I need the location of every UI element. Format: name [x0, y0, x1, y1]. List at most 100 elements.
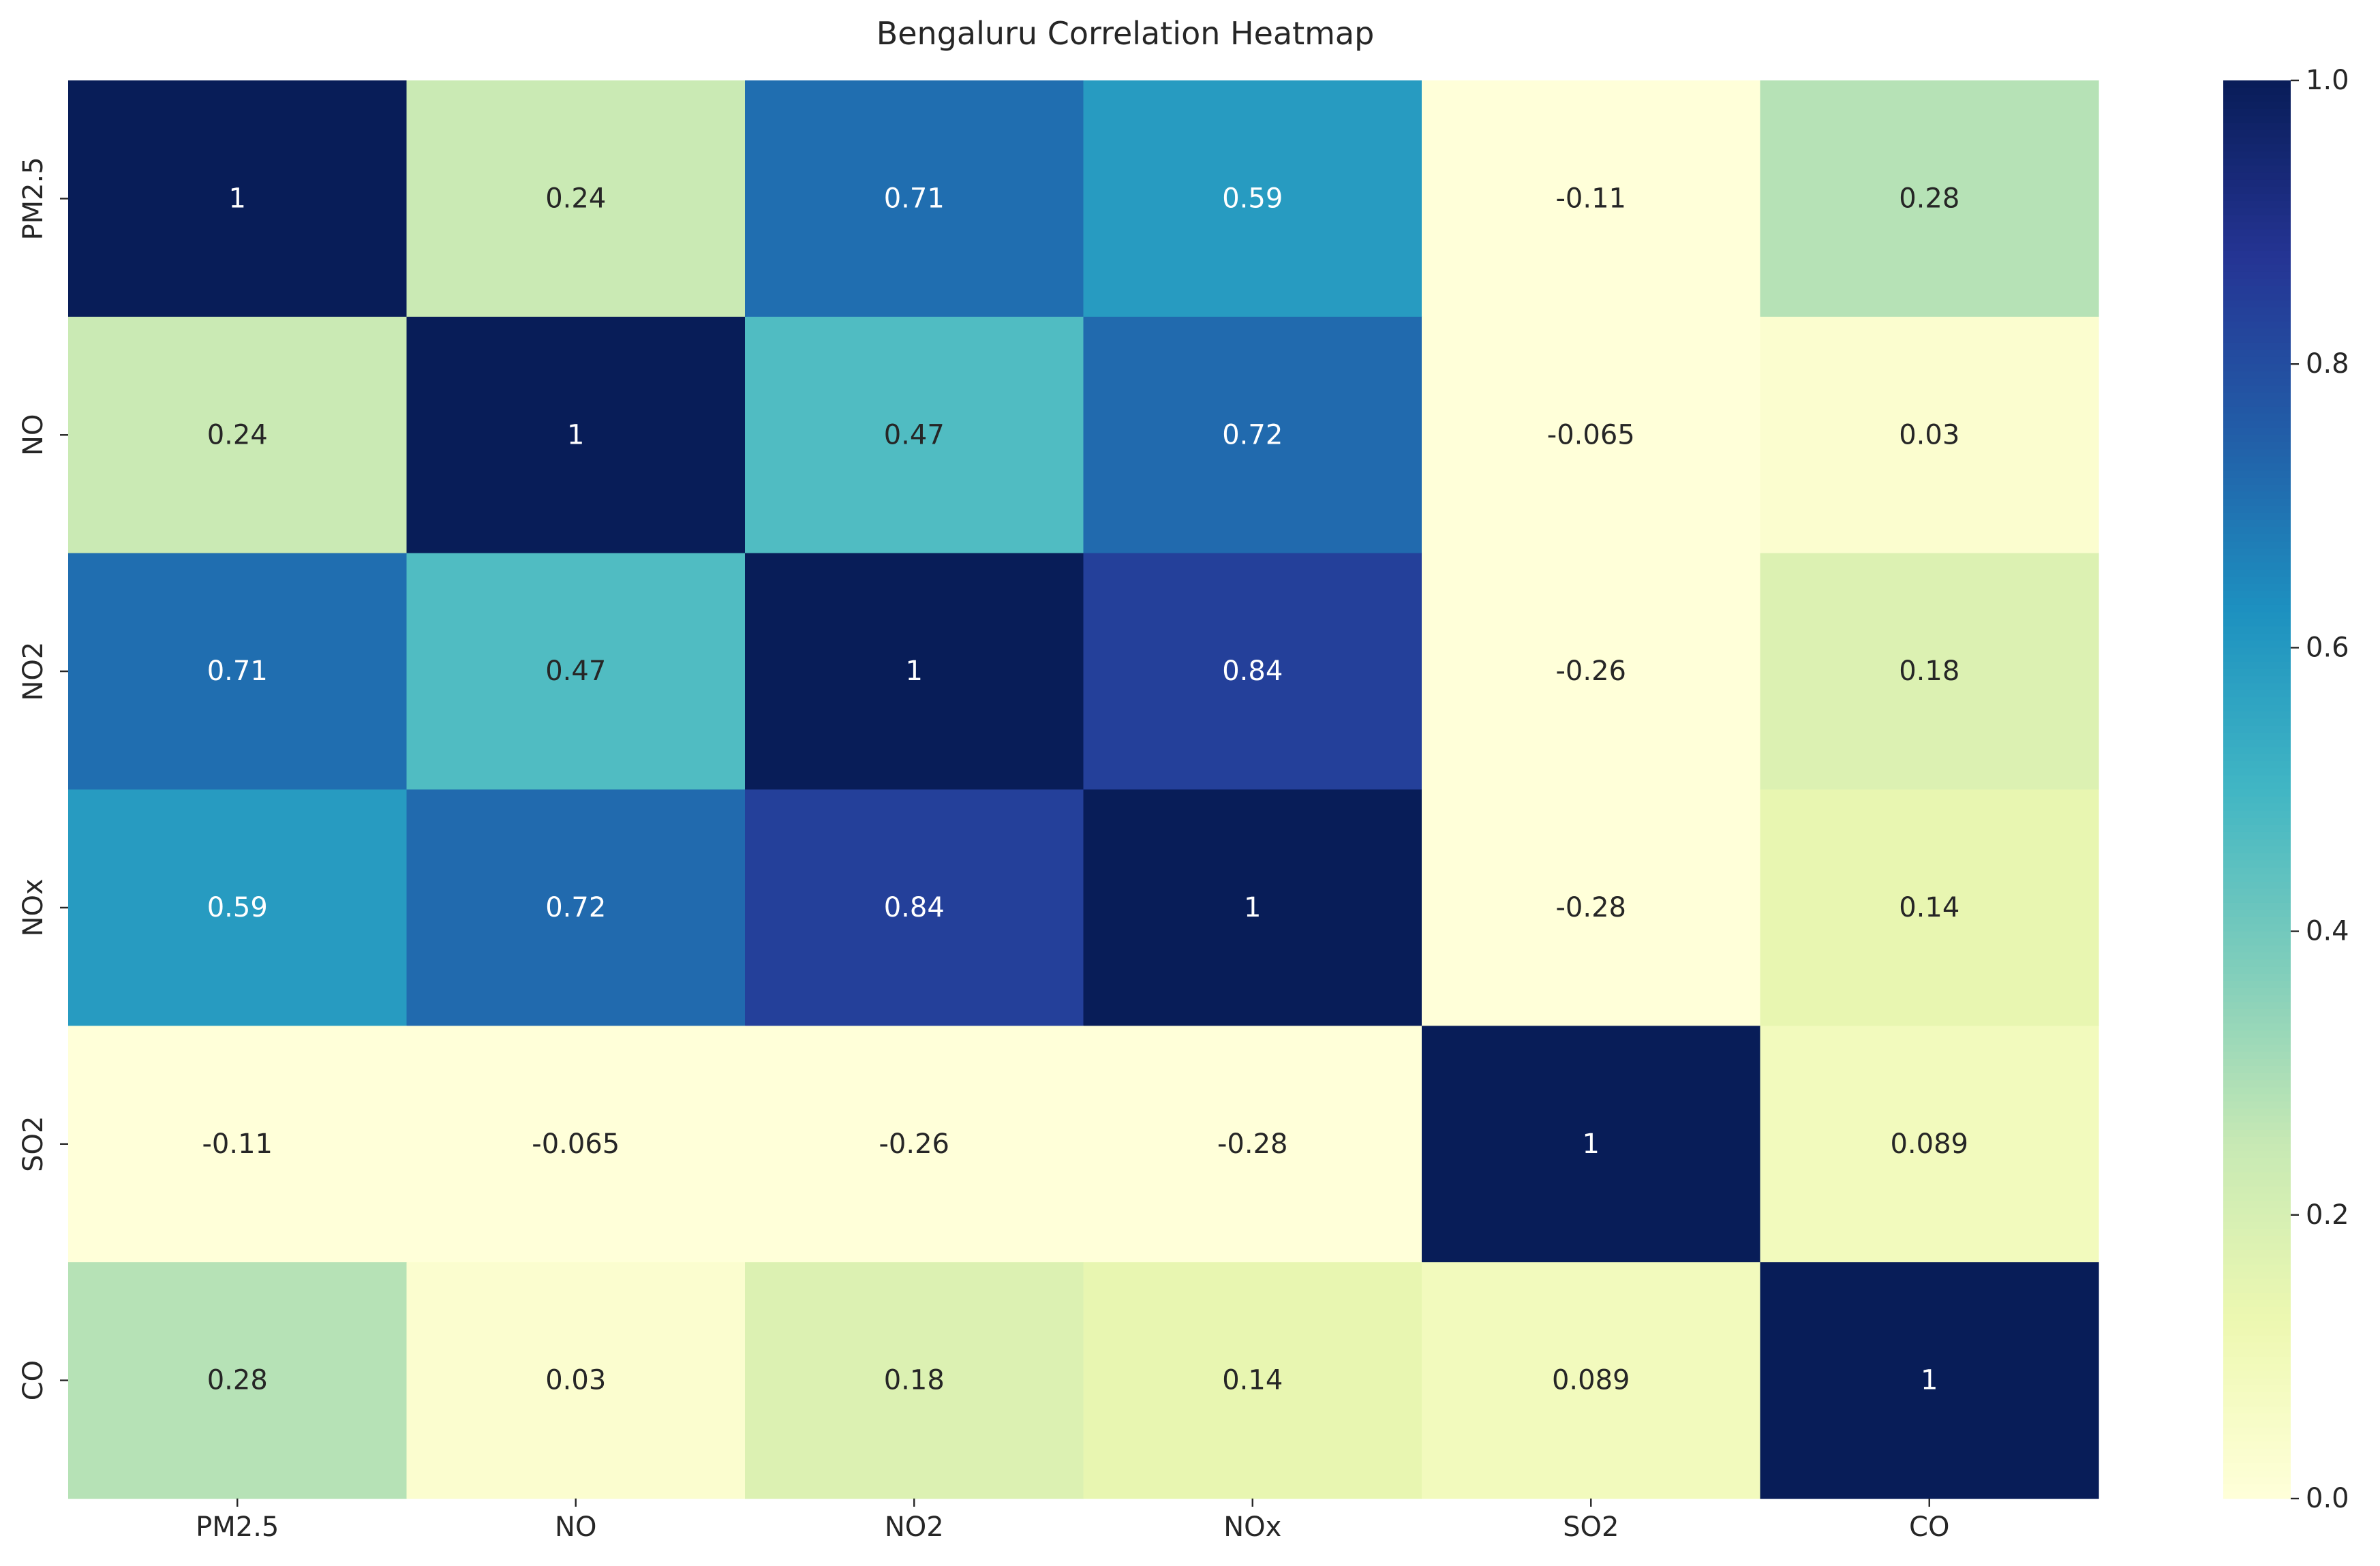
colorbar-segment: [2223, 1370, 2291, 1379]
colorbar-segment: [2223, 512, 2291, 521]
colorbar-segment: [2223, 995, 2291, 1003]
heatmap-cell-r3-c3: [1083, 789, 1422, 1026]
cell-annotation: -0.11: [202, 1129, 273, 1160]
colorbar-segment: [2223, 1264, 2291, 1272]
colorbar-segment: [2223, 917, 2291, 925]
y-tick-label: PM2.5: [18, 157, 49, 240]
colorbar-segment: [2223, 1108, 2291, 1116]
y-tick-label: SO2: [18, 1116, 49, 1172]
cell-annotation: 0.47: [884, 419, 945, 450]
cell-annotation: -0.28: [1556, 892, 1627, 923]
heatmap-annotations: 1 0.24 0.71 0.59 -0.11 0.28 0.24 1 0.47 0.72 -0.06…: [202, 183, 1969, 1396]
heatmap-cell-r2-c1: [406, 553, 746, 790]
colorbar-segment: [2223, 1364, 2291, 1372]
colorbar-segment: [2223, 456, 2291, 464]
colorbar-segment: [2223, 498, 2291, 506]
cell-annotation: 0.84: [1222, 656, 1283, 687]
colorbar-segment: [2223, 293, 2291, 301]
colorbar-segment: [2223, 541, 2291, 549]
colorbar-segment: [2223, 314, 2291, 322]
colorbar-segment: [2223, 1214, 2291, 1223]
colorbar-segment: [2223, 641, 2291, 648]
y-tick-label: NOx: [18, 878, 49, 936]
heatmap-cell-r0-c5: [1760, 80, 2099, 318]
x-tick-label: NO2: [885, 1511, 944, 1543]
heatmap-cell-r1-c0: [68, 316, 408, 554]
x-tick-label: SO2: [1563, 1511, 1619, 1543]
colorbar-segment: [2223, 945, 2291, 953]
cell-annotation: -0.26: [1556, 656, 1627, 687]
colorbar-segment: [2223, 215, 2291, 223]
colorbar-segment: [2223, 187, 2291, 195]
colorbar-segment: [2223, 1208, 2291, 1216]
cell-annotation: 0.18: [1899, 656, 1959, 687]
colorbar-segment: [2223, 243, 2291, 251]
cell-annotation: 0.28: [207, 1365, 268, 1396]
colorbar-segment: [2223, 1051, 2291, 1060]
colorbar-segment: [2223, 555, 2291, 564]
heatmap-cell-r2-c0: [68, 553, 408, 790]
y-tick-label: CO: [18, 1360, 49, 1400]
colorbar-segment: [2223, 1094, 2291, 1102]
colorbar-segment: [2223, 520, 2291, 528]
colorbar-segment: [2223, 1462, 2291, 1471]
cell-annotation: 0.72: [545, 892, 606, 923]
cell-annotation: 0.71: [884, 183, 945, 214]
colorbar-segment: [2223, 902, 2291, 910]
x-tick-label: NOx: [1223, 1511, 1281, 1543]
colorbar-segment: [2223, 470, 2291, 478]
colorbar-segment: [2223, 371, 2291, 379]
colorbar-segment: [2223, 1335, 2291, 1343]
cell-annotation: 0.03: [545, 1365, 606, 1396]
colorbar-segment: [2223, 129, 2291, 138]
colorbar-segment: [2223, 116, 2291, 124]
heatmap-cell-r0-c4: [1422, 80, 1761, 318]
heatmap-cell-r0-c0: [68, 80, 408, 318]
colorbar-segment: [2223, 676, 2291, 684]
colorbar-segment: [2223, 506, 2291, 514]
colorbar-segment: [2223, 335, 2291, 343]
heatmap-cell-r1-c5: [1760, 316, 2099, 554]
colorbar-segment: [2223, 1073, 2291, 1081]
colorbar-segment: [2223, 647, 2291, 656]
heatmap-cells: [68, 80, 2099, 1499]
colorbar-segment: [2223, 406, 2291, 414]
colorbar-segment: [2223, 1165, 2291, 1173]
colorbar-segment: [2223, 803, 2291, 812]
colorbar-segment: [2223, 583, 2291, 592]
colorbar-segment: [2223, 1158, 2291, 1166]
cell-annotation: 0.28: [1899, 183, 1959, 214]
heatmap-cell-r5-c4: [1422, 1262, 1761, 1499]
colorbar-segment: [2223, 810, 2291, 818]
heatmap-cell-r5-c0: [68, 1262, 408, 1499]
colorbar-segment: [2223, 619, 2291, 627]
colorbar-segment: [2223, 846, 2291, 854]
colorbar-segment: [2223, 924, 2291, 932]
colorbar-segment: [2223, 194, 2291, 202]
colorbar-segment: [2223, 654, 2291, 662]
y-tick-label: NO: [18, 414, 49, 456]
colorbar-segment: [2223, 1179, 2291, 1187]
cell-annotation: -0.065: [532, 1129, 620, 1160]
colorbar-segment: [2223, 1002, 2291, 1010]
colorbar-segment: [2223, 1314, 2291, 1322]
colorbar-segment: [2223, 874, 2291, 882]
colorbar-segment: [2223, 102, 2291, 110]
colorbar-segment: [2223, 1116, 2291, 1124]
colorbar-segment: [2223, 548, 2291, 556]
colorbar-segment: [2223, 1045, 2291, 1053]
cell-annotation: 1: [229, 183, 246, 214]
cell-annotation: 1: [1921, 1365, 1938, 1396]
colorbar-segment: [2223, 300, 2291, 308]
colorbar-segment: [2223, 591, 2291, 599]
heatmap-cell-r1-c1: [406, 316, 746, 554]
colorbar-segment: [2223, 789, 2291, 797]
colorbar-segment: [2223, 385, 2291, 393]
colorbar-segment: [2223, 782, 2291, 790]
colorbar-segment: [2223, 1434, 2291, 1443]
heatmap-cell-r4-c5: [1760, 1026, 2099, 1263]
colorbar-segment: [2223, 1229, 2291, 1237]
colorbar-segment: [2223, 1066, 2291, 1074]
colorbar-segment: [2223, 1349, 2291, 1357]
colorbar-segment: [2223, 1151, 2291, 1159]
